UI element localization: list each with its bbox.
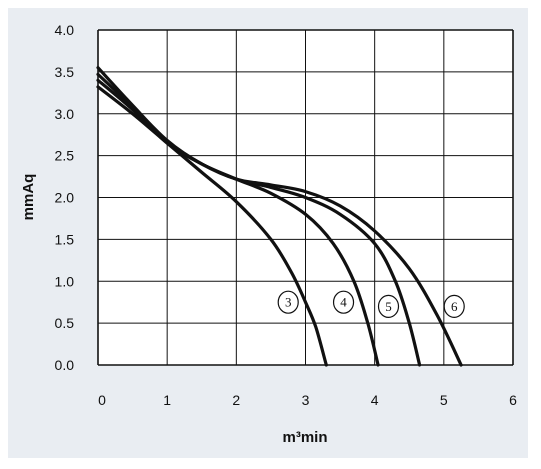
curve-label-circle bbox=[377, 294, 400, 318]
curves bbox=[96, 66, 463, 367]
x-axis-label: m³min bbox=[283, 429, 328, 446]
y-tick-label: 3.0 bbox=[55, 106, 75, 122]
x-tick-labels: 0 1 2 3 4 5 6 bbox=[98, 392, 517, 408]
x-tick-label: 3 bbox=[302, 392, 310, 408]
curve-label-5: 5 bbox=[385, 299, 392, 314]
curve-label-circle bbox=[332, 290, 355, 314]
y-tick-label: 0.0 bbox=[55, 357, 75, 373]
y-tick-label: 4.0 bbox=[55, 22, 75, 38]
y-tick-label: 0.5 bbox=[55, 315, 75, 331]
curve-labels: 3 4 5 6 bbox=[277, 290, 465, 318]
curve-label-3: 3 bbox=[285, 295, 292, 310]
y-axis-label: mmAq bbox=[20, 174, 37, 221]
curve-label-6: 6 bbox=[451, 299, 458, 314]
x-tick-label: 4 bbox=[371, 392, 379, 408]
x-tick-label: 5 bbox=[440, 392, 448, 408]
y-tick-label: 1.0 bbox=[55, 273, 75, 289]
y-tick-labels: 0.0 0.5 1.0 1.5 2.0 2.5 3.0 3.5 4.0 bbox=[55, 22, 75, 373]
x-tick-label: 1 bbox=[163, 392, 171, 408]
curve-label-circle bbox=[443, 294, 465, 318]
x-tick-label: 2 bbox=[232, 392, 240, 408]
series-line-6 bbox=[96, 66, 463, 367]
curve-label-4: 4 bbox=[340, 295, 347, 310]
y-tick-label: 3.5 bbox=[55, 64, 75, 80]
x-tick-label: 0 bbox=[98, 392, 106, 408]
curve-label-circle bbox=[277, 290, 299, 314]
y-tick-label: 2.0 bbox=[55, 190, 75, 206]
x-tick-label: 6 bbox=[509, 392, 517, 408]
y-tick-label: 1.5 bbox=[55, 231, 75, 247]
y-tick-label: 2.5 bbox=[55, 148, 75, 164]
